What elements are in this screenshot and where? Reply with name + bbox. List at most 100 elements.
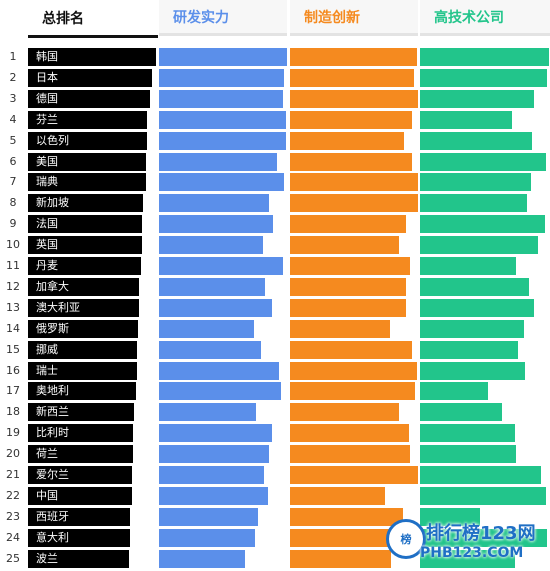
bar-rank (28, 466, 132, 484)
bar-rank (28, 173, 146, 192)
bar-rd (159, 319, 254, 338)
bar-hightech (420, 110, 512, 129)
bar-hightech (420, 215, 545, 234)
bar-rd (159, 361, 279, 380)
country-label: 英国 (36, 238, 58, 252)
bar-mfg (290, 277, 406, 296)
bar-mfg (290, 319, 390, 338)
bar-rank (28, 486, 132, 505)
country-label: 日本 (36, 70, 58, 84)
bar-hightech (420, 89, 534, 108)
bar-mfg (290, 466, 418, 484)
bar-rank (28, 361, 137, 380)
bar-rank (28, 215, 142, 234)
bar-hightech (420, 277, 529, 296)
bar-rd (159, 257, 283, 275)
watermark-url: PHB123.COM (420, 545, 524, 561)
bar-rd (159, 68, 284, 87)
bar-mfg (290, 110, 412, 129)
rank-number: 9 (9, 217, 17, 231)
country-label: 挪威 (36, 342, 58, 356)
country-label: 意大利 (36, 530, 69, 544)
country-label: 美国 (36, 154, 58, 168)
bar-hightech (420, 507, 480, 526)
country-label: 荷兰 (36, 447, 58, 461)
rank-number: 7 (9, 175, 17, 189)
bar-rd (159, 528, 255, 547)
bar-mfg (290, 361, 417, 380)
bar-rd (159, 298, 272, 317)
rank-number: 19 (6, 426, 20, 440)
bar-rd (159, 445, 269, 464)
bar-mfg (290, 131, 404, 150)
rank-number: 17 (6, 384, 20, 398)
bar-hightech (420, 298, 534, 317)
bar-hightech (420, 466, 541, 484)
bar-rd (159, 403, 256, 422)
bar-rank (28, 68, 152, 87)
bar-rd (159, 382, 281, 401)
bar-rank (28, 424, 133, 443)
country-label: 波兰 (36, 551, 58, 565)
country-label: 俄罗斯 (36, 321, 69, 335)
bar-rd (159, 152, 277, 171)
bar-mfg (290, 486, 385, 505)
rank-number: 20 (6, 447, 20, 461)
bar-hightech (420, 173, 531, 192)
watermark-title: 排行榜123网 (426, 523, 536, 544)
bar-rank (28, 445, 133, 464)
bar-mfg (290, 340, 412, 359)
bar-hightech (420, 382, 488, 401)
rank-number: 8 (9, 196, 17, 210)
bar-rd (159, 173, 284, 192)
bar-rd (159, 215, 273, 234)
rank-number: 14 (6, 321, 20, 335)
bar-rank (28, 382, 136, 401)
bar-mfg (290, 89, 418, 108)
rank-number: 2 (9, 70, 17, 84)
rank-number: 15 (6, 342, 20, 356)
bar-rank (28, 528, 130, 547)
rank-number: 4 (9, 112, 17, 126)
bar-hightech (420, 152, 546, 171)
country-label: 新加坡 (36, 196, 69, 210)
bar-rd (159, 507, 258, 526)
country-label: 爱尔兰 (36, 468, 69, 481)
country-label: 西班牙 (36, 509, 69, 523)
country-label: 德国 (36, 91, 58, 105)
bar-rank (28, 257, 141, 275)
bar-rank (28, 403, 134, 422)
country-label: 中国 (36, 488, 58, 502)
country-label: 以色列 (36, 133, 69, 147)
bar-rd (159, 549, 245, 568)
bar-rank (28, 549, 129, 568)
rank-number: 11 (6, 259, 20, 272)
country-label: 新西兰 (36, 405, 69, 419)
bar-rank (28, 89, 150, 108)
bar-mfg (290, 173, 418, 192)
bar-rank (28, 298, 139, 317)
bar-rank (28, 507, 130, 526)
bar-hightech (420, 319, 524, 338)
bar-mfg (290, 194, 418, 213)
rank-number: 23 (6, 509, 20, 523)
bar-mfg (290, 445, 410, 464)
country-label: 瑞士 (36, 363, 58, 377)
bar-hightech (420, 131, 532, 150)
header-high-tech-companies: 高技术公司 (420, 0, 550, 36)
bar-rank (28, 152, 146, 171)
country-label: 法国 (36, 217, 58, 231)
bar-hightech (420, 486, 546, 505)
country-label: 韩国 (36, 50, 58, 63)
rank-number: 12 (6, 279, 20, 293)
rank-number: 10 (6, 238, 20, 252)
rank-number: 21 (6, 468, 20, 481)
bar-mfg (290, 48, 417, 66)
bar-hightech (420, 68, 547, 87)
header-overall-rank: 总排名 (28, 0, 158, 38)
bar-mfg (290, 68, 414, 87)
bar-rank (28, 340, 137, 359)
bar-hightech (420, 528, 547, 547)
bar-rank (28, 319, 138, 338)
